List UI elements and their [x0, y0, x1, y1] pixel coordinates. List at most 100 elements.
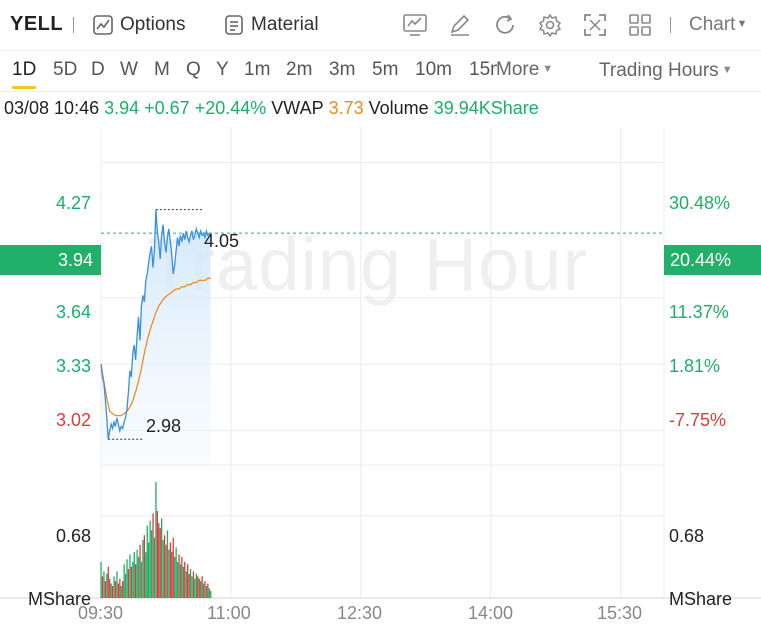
volume-bar: [166, 530, 169, 598]
volume-bar: [140, 561, 143, 599]
period-1m[interactable]: 1m: [244, 59, 271, 80]
y-tick-label: 4.27: [56, 193, 92, 213]
quote-datetime: 03/08 10:46: [4, 98, 100, 118]
vwap-label: VWAP: [271, 98, 324, 118]
volume-bar: [188, 573, 190, 598]
period-day[interactable]: D: [91, 59, 105, 80]
period-5m[interactable]: 5m: [372, 59, 399, 80]
volume-bar: [168, 549, 170, 598]
volume-bar: [142, 540, 144, 598]
volume-bar: [150, 530, 153, 598]
volume-bar: [174, 556, 176, 598]
volume-bar: [109, 578, 111, 598]
x-tick-label: 09:30: [78, 603, 124, 623]
volume-bar: [155, 482, 157, 598]
volume-tick-label: 0.68: [56, 526, 92, 546]
volume-bar: [136, 549, 138, 598]
volume-bar: [169, 542, 171, 598]
low-price-label: 2.98: [146, 416, 182, 436]
volume-bar: [165, 544, 167, 598]
y-pct-tick-label: 11.37%: [669, 302, 729, 322]
quote-change: +0.67: [144, 98, 190, 118]
refresh-icon[interactable]: [492, 12, 518, 38]
y-pct-tick-label: 1.81%: [669, 356, 721, 376]
period-quarter[interactable]: Q: [186, 59, 201, 80]
volume-bar: [179, 564, 182, 598]
chevron-down-icon: ▼: [721, 64, 733, 76]
chevron-down-icon: ▼: [736, 18, 748, 30]
volume-bar: [178, 554, 180, 598]
volume-bar: [103, 571, 105, 598]
more-periods-dropdown[interactable]: More ▼: [496, 59, 553, 81]
volume-bar: [139, 544, 141, 598]
material-button[interactable]: Material: [223, 11, 319, 39]
volume-bar: [208, 588, 210, 598]
volume-bar: [207, 583, 209, 598]
volume-bar: [156, 511, 158, 598]
period-3m[interactable]: 3m: [329, 59, 356, 80]
quote-info-bar: 03/08 10:46 3.94 +0.67 +20.44% VWAP 3.73 Volum…: [4, 98, 544, 119]
volume-bar: [204, 581, 206, 598]
trading-hours-label: Trading Hours: [599, 60, 719, 81]
volume-bar: [152, 513, 154, 598]
volume-bar: [106, 573, 108, 598]
volume-bar: [197, 576, 199, 599]
period-5d[interactable]: 5D: [53, 59, 78, 80]
draw-icon[interactable]: [447, 12, 473, 38]
volume-bar: [205, 585, 208, 598]
period-month[interactable]: M: [154, 59, 170, 80]
volume-layer: [100, 482, 212, 599]
y-pct-tick-label: 30.48%: [669, 193, 731, 213]
y-tick-label: 3.64: [56, 302, 92, 322]
volume-bar: [195, 573, 197, 598]
current-pct-tag: 20.44%: [664, 245, 761, 275]
volume-bar: [171, 552, 173, 598]
volume-bar: [202, 583, 205, 598]
period-year[interactable]: Y: [216, 59, 229, 80]
volume-bar: [201, 576, 203, 599]
period-1d[interactable]: 1D: [12, 59, 37, 80]
period-2m[interactable]: 2m: [286, 59, 313, 80]
y-tick-label: 3.02: [56, 410, 92, 430]
settings-icon[interactable]: [537, 12, 563, 38]
volume-bar: [189, 569, 192, 598]
period-15m[interactable]: 15m: [469, 59, 497, 80]
volume-bar: [104, 581, 106, 598]
chart-type-dropdown[interactable]: Chart▼: [689, 14, 747, 36]
volume-bar: [100, 561, 102, 599]
price-area-layer: [101, 209, 211, 465]
vwap-line: [100, 277, 211, 417]
fullscreen-icon[interactable]: [582, 12, 608, 38]
period-week[interactable]: W: [120, 59, 138, 80]
volume-bar: [172, 537, 174, 598]
indicator-icon[interactable]: [402, 12, 428, 38]
volume-bar: [148, 542, 150, 598]
x-tick-label: 15:30: [597, 603, 643, 623]
volume-bar: [126, 559, 128, 598]
volume-bar: [181, 556, 183, 598]
x-tick-label: 11:00: [207, 603, 251, 623]
volume-bar: [175, 547, 177, 599]
period-10m[interactable]: 10m: [415, 59, 452, 80]
volume-bar: [130, 566, 132, 598]
more-label: More: [496, 59, 540, 80]
volume-bar: [111, 585, 114, 598]
volume-tick-label-right: 0.68: [669, 526, 705, 546]
x-tick-label: 14:00: [468, 603, 514, 623]
volume-bar: [133, 552, 135, 598]
volume-bar: [132, 561, 134, 599]
layout-icon[interactable]: [627, 12, 653, 38]
volume-bar: [159, 527, 161, 598]
options-label: Options: [120, 14, 186, 35]
options-button[interactable]: Options: [92, 11, 185, 39]
volume-bar: [146, 525, 148, 598]
quote-change-pct: +20.44%: [194, 98, 267, 118]
trading-hours-dropdown[interactable]: Trading Hours ▼: [599, 60, 733, 82]
volume-bar: [135, 564, 137, 598]
volume-bar: [114, 581, 117, 598]
volume-bar: [153, 537, 156, 598]
quote-price: 3.94: [104, 98, 140, 118]
toolbar-separator: [73, 17, 74, 33]
volume-bar: [176, 561, 179, 599]
